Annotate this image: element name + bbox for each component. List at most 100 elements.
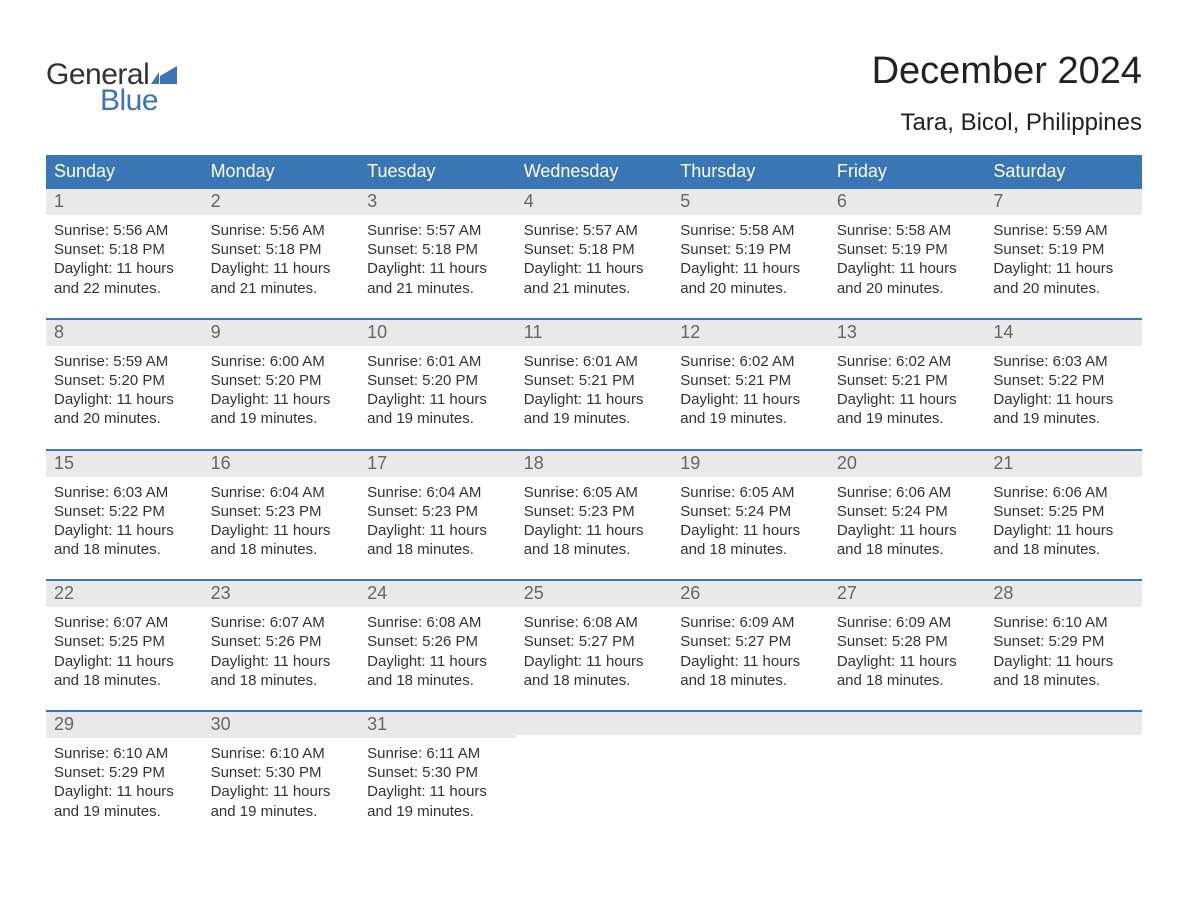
day-details: Sunrise: 6:02 AMSunset: 5:21 PMDaylight:… bbox=[837, 346, 978, 429]
daylight-line-2: and 19 minutes. bbox=[993, 409, 1134, 428]
day-details: Sunrise: 6:11 AMSunset: 5:30 PMDaylight:… bbox=[367, 738, 508, 821]
sunrise-line: Sunrise: 6:10 AM bbox=[211, 744, 352, 763]
day-details: Sunrise: 6:05 AMSunset: 5:23 PMDaylight:… bbox=[524, 477, 665, 560]
day-number-bar: 15 bbox=[46, 451, 203, 477]
day-number-bar: 4 bbox=[516, 189, 673, 215]
calendar-day-cell: 21Sunrise: 6:06 AMSunset: 5:25 PMDayligh… bbox=[985, 451, 1142, 580]
day-details: Sunrise: 6:00 AMSunset: 5:20 PMDaylight:… bbox=[211, 346, 352, 429]
day-details: Sunrise: 6:01 AMSunset: 5:20 PMDaylight:… bbox=[367, 346, 508, 429]
daylight-line-2: and 18 minutes. bbox=[367, 671, 508, 690]
calendar-day-cell: 9Sunrise: 6:00 AMSunset: 5:20 PMDaylight… bbox=[203, 320, 360, 449]
sunrise-line: Sunrise: 6:01 AM bbox=[524, 352, 665, 371]
sunrise-line: Sunrise: 5:57 AM bbox=[367, 221, 508, 240]
daylight-line-2: and 19 minutes. bbox=[837, 409, 978, 428]
day-number-bar: 2 bbox=[203, 189, 360, 215]
day-number: 2 bbox=[211, 191, 221, 211]
day-number-bar: 14 bbox=[985, 320, 1142, 346]
day-number-bar: 17 bbox=[359, 451, 516, 477]
day-number-bar-empty bbox=[829, 712, 986, 735]
day-number: 16 bbox=[211, 453, 231, 473]
day-number: 25 bbox=[524, 583, 544, 603]
daylight-line-2: and 19 minutes. bbox=[367, 409, 508, 428]
flag-icon bbox=[151, 66, 177, 84]
day-number: 24 bbox=[367, 583, 387, 603]
sunrise-line: Sunrise: 6:10 AM bbox=[993, 613, 1134, 632]
day-details: Sunrise: 5:58 AMSunset: 5:19 PMDaylight:… bbox=[837, 215, 978, 298]
sunset-line: Sunset: 5:27 PM bbox=[680, 632, 821, 651]
calendar-day-cell: 17Sunrise: 6:04 AMSunset: 5:23 PMDayligh… bbox=[359, 451, 516, 580]
day-number: 26 bbox=[680, 583, 700, 603]
daylight-line-2: and 18 minutes. bbox=[367, 540, 508, 559]
sunset-line: Sunset: 5:24 PM bbox=[837, 502, 978, 521]
day-details: Sunrise: 6:10 AMSunset: 5:29 PMDaylight:… bbox=[993, 607, 1134, 690]
day-number-bar: 7 bbox=[985, 189, 1142, 215]
day-number-bar: 21 bbox=[985, 451, 1142, 477]
daylight-line-1: Daylight: 11 hours bbox=[680, 652, 821, 671]
calendar-grid: SundayMondayTuesdayWednesdayThursdayFrid… bbox=[46, 155, 1142, 841]
daylight-line-1: Daylight: 11 hours bbox=[367, 782, 508, 801]
day-number-bar: 28 bbox=[985, 581, 1142, 607]
daylight-line-1: Daylight: 11 hours bbox=[211, 652, 352, 671]
day-number: 6 bbox=[837, 191, 847, 211]
day-details: Sunrise: 5:59 AMSunset: 5:19 PMDaylight:… bbox=[993, 215, 1134, 298]
daylight-line-1: Daylight: 11 hours bbox=[211, 521, 352, 540]
sunrise-line: Sunrise: 6:02 AM bbox=[680, 352, 821, 371]
day-details: Sunrise: 6:03 AMSunset: 5:22 PMDaylight:… bbox=[993, 346, 1134, 429]
sunrise-line: Sunrise: 6:08 AM bbox=[367, 613, 508, 632]
calendar-day-cell: 4Sunrise: 5:57 AMSunset: 5:18 PMDaylight… bbox=[516, 189, 673, 318]
daylight-line-1: Daylight: 11 hours bbox=[524, 652, 665, 671]
day-details: Sunrise: 6:06 AMSunset: 5:24 PMDaylight:… bbox=[837, 477, 978, 560]
day-details: Sunrise: 6:04 AMSunset: 5:23 PMDaylight:… bbox=[367, 477, 508, 560]
sunset-line: Sunset: 5:25 PM bbox=[54, 632, 195, 651]
daylight-line-2: and 18 minutes. bbox=[680, 671, 821, 690]
weekday-header: Sunday bbox=[46, 155, 203, 189]
day-number-bar-empty bbox=[985, 712, 1142, 735]
sunset-line: Sunset: 5:18 PM bbox=[211, 240, 352, 259]
calendar-day-cell: 28Sunrise: 6:10 AMSunset: 5:29 PMDayligh… bbox=[985, 581, 1142, 710]
day-number-bar: 18 bbox=[516, 451, 673, 477]
sunrise-line: Sunrise: 5:57 AM bbox=[524, 221, 665, 240]
sunrise-line: Sunrise: 6:06 AM bbox=[993, 483, 1134, 502]
daylight-line-1: Daylight: 11 hours bbox=[680, 259, 821, 278]
daylight-line-2: and 18 minutes. bbox=[524, 671, 665, 690]
day-number: 12 bbox=[680, 322, 700, 342]
sunset-line: Sunset: 5:19 PM bbox=[837, 240, 978, 259]
sunrise-line: Sunrise: 6:10 AM bbox=[54, 744, 195, 763]
calendar-day-cell: 3Sunrise: 5:57 AMSunset: 5:18 PMDaylight… bbox=[359, 189, 516, 318]
calendar-day-cell: 6 Sunrise: 5:58 AMSunset: 5:19 PMDaylight… bbox=[829, 189, 986, 318]
calendar-day-cell: 24Sunrise: 6:08 AMSunset: 5:26 PMDayligh… bbox=[359, 581, 516, 710]
calendar-week: 8Sunrise: 5:59 AMSunset: 5:20 PMDaylight… bbox=[46, 318, 1142, 449]
day-number: 13 bbox=[837, 322, 857, 342]
day-number-bar-empty bbox=[672, 712, 829, 735]
daylight-line-1: Daylight: 11 hours bbox=[54, 652, 195, 671]
daylight-line-1: Daylight: 11 hours bbox=[993, 259, 1134, 278]
calendar-day-cell bbox=[829, 712, 986, 841]
day-number-bar: 24 bbox=[359, 581, 516, 607]
day-number-bar: 30 bbox=[203, 712, 360, 738]
weekday-header: Tuesday bbox=[359, 155, 516, 189]
day-number: 23 bbox=[211, 583, 231, 603]
calendar-day-cell: 26 Sunrise: 6:09 AMSunset: 5:27 PMDayligh… bbox=[672, 581, 829, 710]
sunrise-line: Sunrise: 6:09 AM bbox=[680, 613, 821, 632]
daylight-line-2: and 21 minutes. bbox=[524, 279, 665, 298]
calendar-day-cell bbox=[985, 712, 1142, 841]
day-number: 22 bbox=[54, 583, 74, 603]
daylight-line-2: and 19 minutes. bbox=[367, 802, 508, 821]
day-number-bar: 22 bbox=[46, 581, 203, 607]
sunset-line: Sunset: 5:29 PM bbox=[54, 763, 195, 782]
daylight-line-2: and 18 minutes. bbox=[993, 540, 1134, 559]
daylight-line-2: and 21 minutes. bbox=[211, 279, 352, 298]
sunrise-line: Sunrise: 6:07 AM bbox=[54, 613, 195, 632]
daylight-line-2: and 18 minutes. bbox=[54, 540, 195, 559]
day-number: 20 bbox=[837, 453, 857, 473]
sunset-line: Sunset: 5:21 PM bbox=[837, 371, 978, 390]
day-details: Sunrise: 6:09 AMSunset: 5:27 PMDaylight:… bbox=[680, 607, 821, 690]
day-number-bar: 12 bbox=[672, 320, 829, 346]
sunset-line: Sunset: 5:26 PM bbox=[211, 632, 352, 651]
sunrise-line: Sunrise: 6:05 AM bbox=[680, 483, 821, 502]
daylight-line-1: Daylight: 11 hours bbox=[993, 390, 1134, 409]
calendar-day-cell: 12Sunrise: 6:02 AMSunset: 5:21 PMDayligh… bbox=[672, 320, 829, 449]
sunrise-line: Sunrise: 6:09 AM bbox=[837, 613, 978, 632]
sunset-line: Sunset: 5:18 PM bbox=[524, 240, 665, 259]
day-number-bar: 11 bbox=[516, 320, 673, 346]
